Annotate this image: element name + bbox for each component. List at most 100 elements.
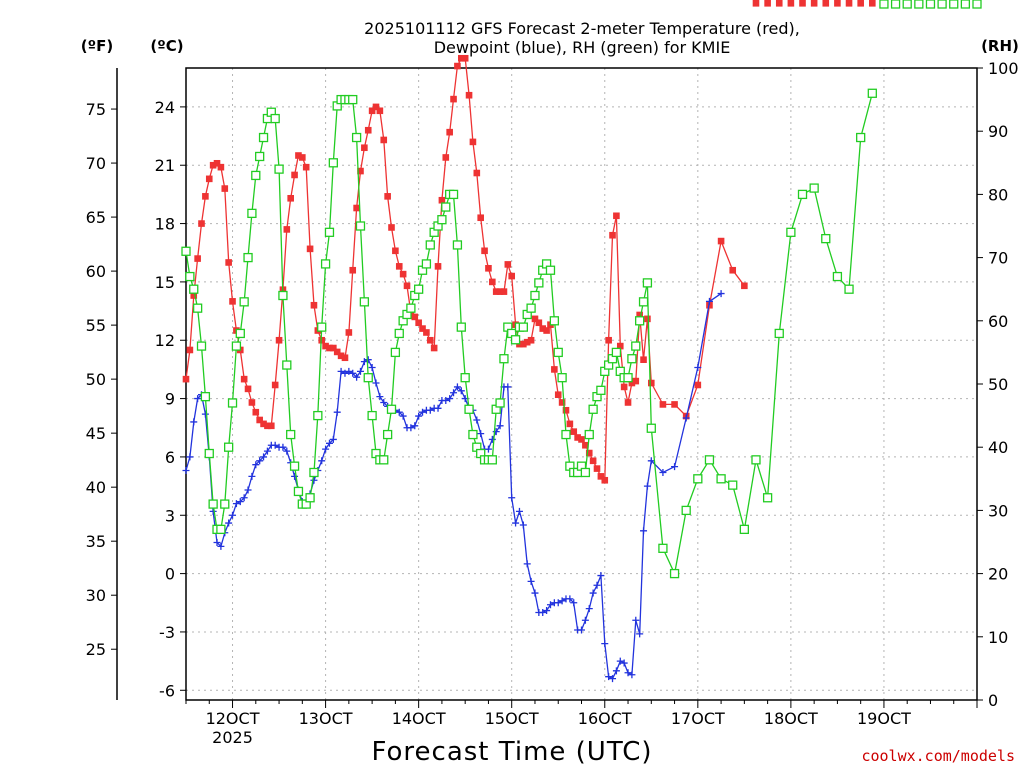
rh-tick-label: 40: [988, 438, 1008, 457]
temperature-point: [198, 220, 205, 227]
celsius-tick-label: -3: [159, 623, 175, 642]
temperature-point: [465, 91, 473, 99]
dewpoint-point: [434, 404, 442, 412]
dewpoint-point: [632, 616, 640, 624]
temperature-point: [376, 107, 384, 115]
dewpoint-point: [395, 408, 403, 416]
dewpoint-point: [546, 601, 554, 609]
dewpoint-point: [581, 616, 589, 624]
dewpoint-point: [271, 441, 279, 449]
rh-tick-label: 30: [988, 501, 1008, 520]
temperature-point: [477, 214, 484, 222]
rh-point: [716, 474, 726, 484]
temperature-point: [345, 329, 353, 336]
temperature-point: [213, 159, 221, 167]
temperature-point: [729, 266, 737, 274]
temperature-point: [531, 315, 539, 323]
temperature-point: [419, 325, 426, 332]
dewpoint-point: [488, 435, 496, 443]
rh-point: [658, 543, 668, 553]
dewpoint-point: [380, 398, 388, 406]
dewpoint-line: [185, 293, 722, 680]
rh-point: [925, 0, 936, 9]
rh-point: [386, 404, 397, 414]
dewpoint-point: [419, 408, 427, 416]
rh-point: [728, 480, 738, 490]
temperature-point: [504, 261, 512, 268]
rh-point: [406, 303, 416, 313]
temperature-point: [190, 292, 198, 299]
rh-point: [809, 183, 819, 193]
temperature-point: [834, 0, 841, 7]
rh-point: [972, 0, 982, 9]
dewpoint-point: [659, 468, 667, 476]
rh-point: [487, 455, 497, 465]
dewpoint-point: [213, 538, 221, 546]
dewpoint-point: [229, 511, 237, 519]
temperature-point: [182, 375, 190, 383]
rh-point: [227, 398, 238, 408]
dewpoint-point: [236, 498, 244, 506]
temperature-point: [593, 465, 601, 472]
dewpoint-point: [593, 581, 601, 589]
rh-point: [224, 442, 234, 452]
dewpoint-point: [484, 445, 492, 453]
temperature-point: [403, 282, 411, 290]
temperature-point: [764, 0, 771, 7]
rh-point: [867, 88, 877, 98]
x-axis-title: Forecast Time (UTC): [371, 737, 652, 767]
dewpoint-point: [446, 395, 454, 403]
dewpoint-point: [620, 659, 628, 667]
rh-point: [355, 221, 366, 231]
temperature-point: [186, 346, 194, 354]
temperature-point: [527, 336, 535, 344]
fahrenheit-tick-label: 55: [86, 316, 106, 335]
temperature-point: [353, 204, 360, 212]
temperature-point: [310, 301, 318, 309]
dewpoint-point: [566, 595, 574, 603]
rh-point: [309, 467, 319, 478]
temperature-point: [562, 406, 570, 414]
dewpoint-point: [217, 542, 225, 550]
temperature-point: [349, 266, 357, 274]
rh-point: [208, 499, 218, 509]
temperature-point: [399, 270, 407, 278]
temperature-point: [299, 154, 306, 161]
rh-unit-label: (RH): [981, 37, 1019, 55]
rh-point: [204, 448, 214, 459]
rh-point: [642, 278, 653, 288]
temperature-point: [244, 385, 252, 393]
rh-point: [460, 373, 470, 383]
rh-point: [394, 328, 404, 339]
rh-point: [200, 391, 211, 402]
temperature-point: [694, 381, 702, 389]
rh-point: [251, 170, 261, 181]
dewpoint-point: [322, 445, 330, 453]
temperature-point: [469, 138, 477, 146]
temperature-point: [256, 416, 263, 424]
rh-point: [456, 322, 466, 332]
temperature-point: [799, 0, 806, 7]
rh-point: [363, 373, 373, 383]
temperature-point: [438, 196, 446, 204]
rh-point: [937, 0, 947, 9]
rh-point: [681, 505, 691, 516]
credit-text: coolwx.com/models: [861, 747, 1015, 765]
fahrenheit-tick-label: 40: [86, 478, 106, 497]
rh-point: [282, 360, 292, 370]
temperature-point: [492, 288, 500, 295]
rh-tick-label: 50: [988, 375, 1008, 394]
temperature-point: [260, 420, 267, 428]
temperature-point: [454, 62, 461, 70]
rh-point: [693, 474, 703, 484]
rh-point: [526, 303, 536, 313]
dewpoint-point: [426, 406, 434, 414]
dewpoint-point: [643, 482, 651, 490]
chart-title-line-2: Dewpoint (blue), RH (green) for KMIE: [434, 38, 731, 57]
temperature-point: [605, 336, 612, 344]
x-tick-label: 16OCT: [578, 709, 632, 728]
dewpoint-point: [473, 416, 481, 424]
rh-point: [495, 398, 505, 408]
temperature-point: [566, 420, 574, 428]
